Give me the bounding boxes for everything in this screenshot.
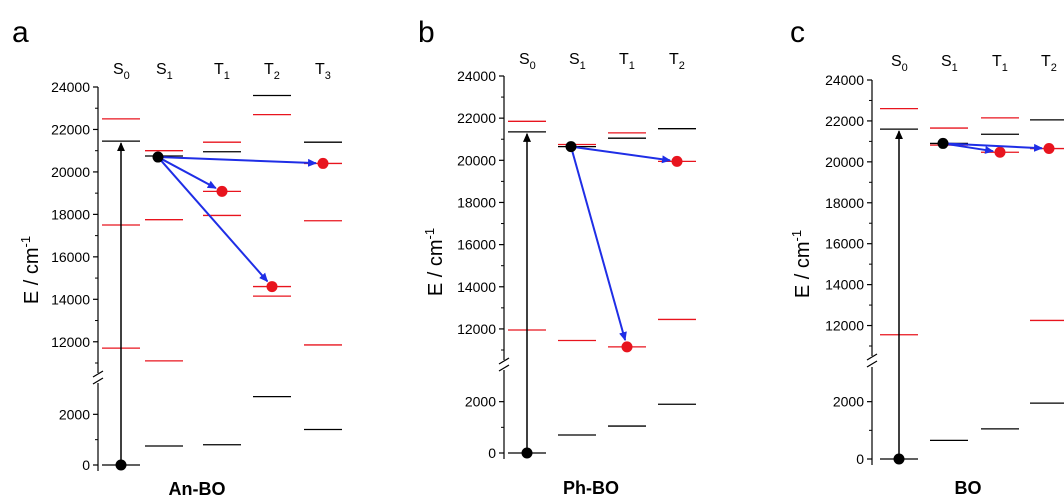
triplet-endpoint — [317, 157, 329, 169]
triplet-endpoint — [216, 185, 228, 197]
ground-state-point — [893, 453, 905, 465]
y-axis-title: E / cm-1 — [422, 228, 447, 296]
y-tick-label: 22000 — [825, 113, 864, 129]
state-label: S1 — [156, 61, 173, 82]
axis-break-mark — [92, 377, 104, 385]
axis-break-mark — [866, 360, 878, 368]
y-tick-label: 16000 — [457, 237, 496, 253]
y-tick-label: 2000 — [59, 406, 90, 422]
y-tick-label: 12000 — [51, 334, 90, 350]
panel-c: c 12000 14000 16000 18000 20000 22000 24000 0 200… — [789, 16, 1064, 498]
state-label: T2 — [1041, 53, 1057, 74]
ground-state-point — [521, 447, 533, 459]
molecule-name: An-BO — [169, 479, 226, 498]
isc-arrow — [942, 142, 1044, 152]
state-label: T2 — [669, 51, 685, 72]
state-label: T3 — [315, 61, 331, 82]
triplet-endpoint — [994, 146, 1006, 158]
y-tick-label: 12000 — [825, 318, 864, 334]
s1-start-point — [152, 151, 164, 163]
y-tick-label: 16000 — [51, 249, 90, 265]
state-label: T2 — [264, 61, 280, 82]
y-tick-label: 20000 — [51, 164, 90, 180]
y-tick-label: 24000 — [457, 68, 496, 84]
molecule-name: Ph-BO — [563, 478, 619, 498]
triplet-endpoint — [266, 281, 278, 293]
state-label: S0 — [113, 61, 130, 82]
state-label: T1 — [214, 61, 230, 82]
y-tick-label: 2000 — [833, 394, 864, 410]
y-tick-label: 16000 — [825, 236, 864, 252]
axis-break-mark — [498, 357, 510, 365]
y-tick-label: 20000 — [825, 154, 864, 170]
y-tick-label: 0 — [856, 451, 864, 467]
s1-start-point — [937, 137, 949, 149]
panel-letter: a — [12, 16, 29, 49]
molecule-name: BO — [955, 478, 982, 498]
y-tick-label: 12000 — [457, 321, 496, 337]
y-tick-label: 22000 — [457, 110, 496, 126]
isc-arrow — [157, 156, 217, 189]
y-tick-label: 20000 — [457, 152, 496, 168]
y-tick-label: 14000 — [457, 279, 496, 295]
state-label: T1 — [992, 53, 1008, 74]
panel-letter: b — [418, 16, 435, 49]
isc-arrow — [157, 156, 269, 283]
state-label: S0 — [519, 51, 536, 72]
axis-break-mark — [92, 370, 104, 378]
state-label: T1 — [619, 51, 635, 72]
triplet-endpoint — [671, 155, 683, 167]
y-tick-label: 24000 — [51, 79, 90, 95]
panel-b: b 12000 14000 16000 18000 20000 22000 24000 0 200… — [418, 16, 696, 498]
y-axis-title: E / cm-1 — [789, 230, 814, 298]
s1-start-point — [565, 141, 577, 153]
y-axis-title: E / cm-1 — [18, 236, 43, 304]
y-tick-label: 2000 — [465, 394, 496, 410]
y-tick-label: 18000 — [51, 206, 90, 222]
isc-arrow — [157, 156, 318, 167]
y-tick-label: 14000 — [51, 291, 90, 307]
isc-arrow — [570, 146, 627, 342]
y-tick-label: 0 — [488, 445, 496, 461]
panel-letter: c — [790, 16, 805, 49]
triplet-endpoint — [621, 341, 633, 353]
isc-arrow — [570, 145, 672, 164]
ground-state-point — [115, 459, 127, 471]
state-label: S1 — [569, 51, 586, 72]
axis-break-mark — [866, 353, 878, 361]
y-tick-label: 24000 — [825, 72, 864, 88]
y-tick-label: 18000 — [457, 194, 496, 210]
panel-a: a 12000 14000 16000 18000 20000 22000 24000 0 200… — [12, 16, 342, 498]
y-tick-label: 14000 — [825, 277, 864, 293]
state-label: S1 — [941, 53, 958, 74]
triplet-endpoint — [1043, 143, 1055, 155]
y-tick-label: 22000 — [51, 121, 90, 137]
y-tick-label: 18000 — [825, 195, 864, 211]
state-label: S0 — [891, 53, 908, 74]
axis-break-mark — [498, 364, 510, 372]
y-tick-label: 0 — [82, 457, 90, 473]
